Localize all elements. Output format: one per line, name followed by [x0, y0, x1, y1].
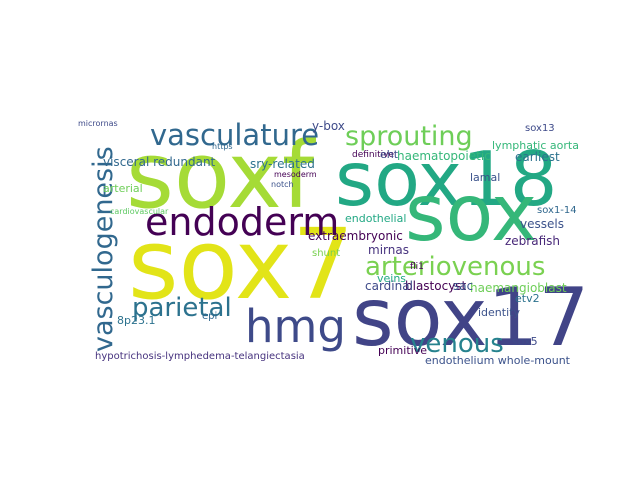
word: https — [212, 142, 233, 151]
word: notch — [271, 180, 294, 189]
word: fli1 — [410, 262, 424, 272]
word: parietal — [132, 293, 232, 323]
word: lymphatic aorta — [492, 139, 579, 152]
word: sac — [453, 279, 473, 293]
word: definitive — [352, 150, 394, 160]
word: zebrafish — [505, 234, 560, 248]
word: 8p23.1 — [117, 314, 155, 327]
word: vasculature — [150, 118, 319, 152]
word: earliest — [515, 150, 560, 164]
word: cardinal — [365, 279, 413, 293]
word: mirnas — [368, 243, 409, 257]
word: micrornas — [78, 119, 118, 128]
word: sox18 — [335, 135, 557, 223]
word: sox — [405, 169, 537, 259]
word: blastocyst — [405, 279, 467, 293]
word: primitive — [378, 344, 427, 357]
word: soxf — [126, 122, 317, 229]
word: arterial — [103, 182, 143, 195]
word: venous — [410, 329, 504, 359]
word: sox7 — [128, 208, 354, 321]
word: haemangioblast — [470, 281, 567, 295]
word: sry-related — [250, 157, 315, 171]
word: endothelium whole-mount — [425, 354, 571, 367]
word: haematopoietic — [397, 149, 491, 163]
word: sox1-14 — [537, 205, 577, 216]
word: sprouting — [345, 121, 473, 152]
word: hypotrichosis-lymphedema-telangiectasia — [95, 351, 305, 362]
word: etv2 — [515, 292, 540, 305]
word: mesoderm — [274, 170, 317, 179]
word: endoderm — [145, 200, 339, 244]
word: y-box — [312, 119, 345, 133]
word: shunt — [312, 248, 340, 259]
word: cardiovascular — [110, 207, 169, 216]
word: extraembryonic — [308, 229, 403, 243]
word: lamal — [470, 171, 500, 184]
word: vessels — [520, 217, 564, 231]
word: arteriovenous — [365, 252, 545, 282]
word: endothelial — [345, 212, 406, 225]
word: sox5 — [512, 335, 538, 348]
word: identity — [478, 306, 520, 319]
word: sox17 — [352, 271, 589, 364]
word: eht — [380, 148, 399, 161]
word: vasculogenesis — [88, 146, 119, 352]
word: hmg — [245, 300, 346, 353]
word: visceral redundant — [103, 155, 216, 169]
word: veins — [377, 272, 406, 285]
word: epi — [202, 311, 217, 322]
word: sox13 — [525, 123, 555, 134]
